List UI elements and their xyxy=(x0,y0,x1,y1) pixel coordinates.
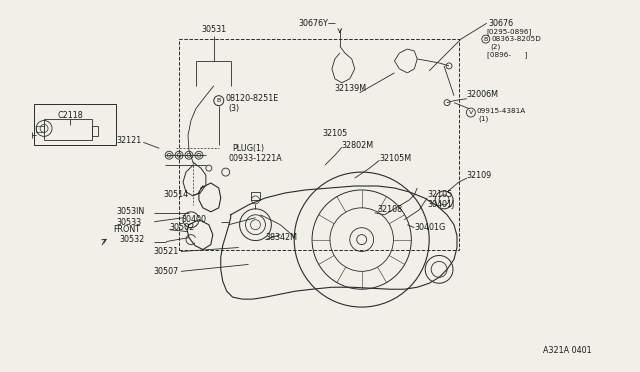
Text: V: V xyxy=(468,110,473,115)
Text: 32121: 32121 xyxy=(116,136,141,145)
Bar xyxy=(250,192,260,200)
Text: 32105: 32105 xyxy=(427,190,452,199)
Text: 30531: 30531 xyxy=(201,25,227,34)
Text: FRONT: FRONT xyxy=(113,225,141,234)
Bar xyxy=(44,119,92,140)
Text: 30400: 30400 xyxy=(181,215,206,224)
Text: 30533: 30533 xyxy=(116,218,141,227)
Text: 32109: 32109 xyxy=(467,171,492,180)
Text: A321A 0401: A321A 0401 xyxy=(543,346,592,355)
Bar xyxy=(179,39,459,250)
Text: 09915-4381A: 09915-4381A xyxy=(477,108,526,113)
Text: 30401J: 30401J xyxy=(427,201,454,209)
Text: 30514: 30514 xyxy=(163,190,188,199)
Text: 30507: 30507 xyxy=(154,267,179,276)
Bar xyxy=(36,126,44,132)
Bar xyxy=(34,104,116,145)
Text: 00933-1221A: 00933-1221A xyxy=(228,154,282,163)
Text: 32105M: 32105M xyxy=(380,154,412,163)
Text: [0896-      ]: [0896- ] xyxy=(487,52,527,58)
Text: C2118: C2118 xyxy=(57,111,83,120)
Text: PLUG(1): PLUG(1) xyxy=(233,144,265,153)
Text: 30532: 30532 xyxy=(120,235,145,244)
Text: [0295-0896]: [0295-0896] xyxy=(487,28,532,35)
Text: 30502: 30502 xyxy=(169,223,195,232)
Text: 32802M: 32802M xyxy=(342,141,374,150)
Text: 30676: 30676 xyxy=(489,19,514,28)
Text: (3): (3) xyxy=(228,104,240,113)
Text: 30401G: 30401G xyxy=(414,223,445,232)
Bar xyxy=(92,126,98,137)
Text: 08363-8205D: 08363-8205D xyxy=(492,36,541,42)
Text: 32006M: 32006M xyxy=(467,90,499,99)
Text: 30521: 30521 xyxy=(154,247,179,256)
Text: 30676Y—: 30676Y— xyxy=(298,19,336,28)
Text: 3053lN: 3053lN xyxy=(116,207,145,216)
Text: 08120-8251E: 08120-8251E xyxy=(226,94,279,103)
Text: 32108: 32108 xyxy=(378,205,403,214)
Text: (1): (1) xyxy=(479,115,489,122)
Text: 32139M: 32139M xyxy=(335,84,367,93)
Text: (2): (2) xyxy=(491,44,501,50)
Text: 38342M: 38342M xyxy=(266,233,298,242)
Text: B: B xyxy=(216,98,221,103)
Text: 32105: 32105 xyxy=(322,129,348,138)
Text: B: B xyxy=(484,36,488,42)
